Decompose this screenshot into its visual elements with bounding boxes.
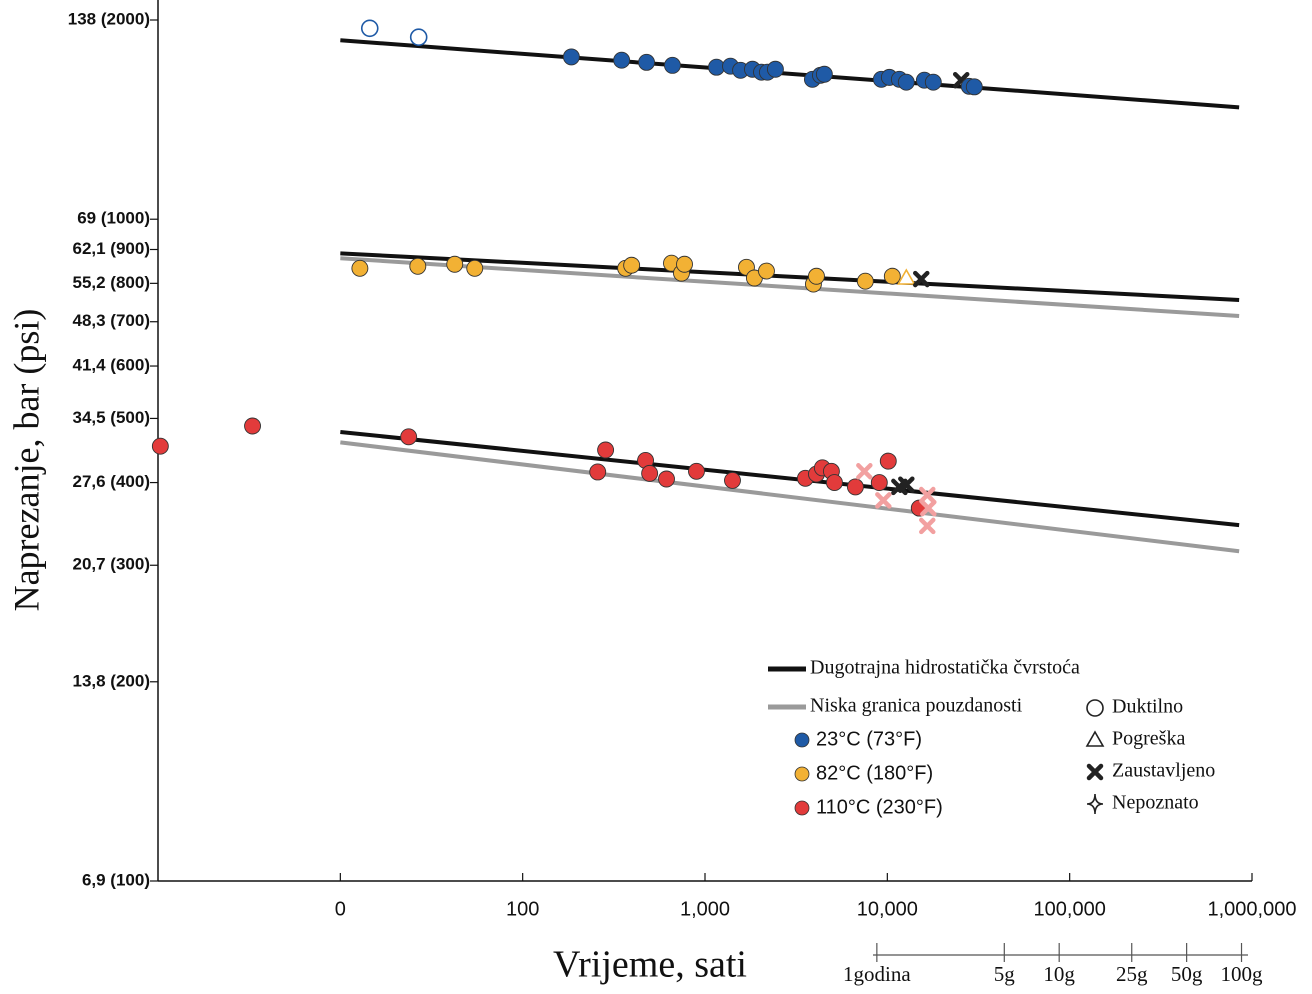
legend-label: Zaustavljeno	[1112, 760, 1215, 782]
data-point	[815, 65, 833, 83]
years-tick-label: 25g	[1116, 962, 1148, 986]
data-point	[896, 268, 916, 285]
data-point	[825, 474, 843, 492]
data-point	[856, 272, 874, 290]
data-point	[244, 417, 261, 435]
data-point	[856, 463, 873, 480]
data-point	[400, 428, 418, 446]
y-tick-label: 62,1 (900)	[73, 239, 151, 258]
legend-label: 82°C (180°F)	[816, 762, 933, 784]
data-point	[409, 257, 427, 275]
data-point	[623, 256, 641, 274]
y-axis-label: Naprezanje, bar (psi)	[6, 309, 46, 612]
fit-line	[340, 429, 1240, 528]
legend-label: 23°C (73°F)	[816, 728, 922, 750]
data-point	[613, 51, 631, 69]
legend-label: 110°C (230°F)	[816, 796, 943, 818]
data-point	[664, 56, 681, 74]
data-point	[897, 73, 915, 91]
x-tick-label: 100	[506, 898, 539, 920]
legend-swatch	[794, 732, 810, 748]
y-tick-label: 48,3 (700)	[73, 311, 151, 330]
y-tick-label: 138 (2000)	[68, 9, 150, 28]
data-point	[724, 471, 741, 489]
x-axis-label: Vrijeme, sati	[553, 944, 747, 986]
data-point	[641, 464, 659, 482]
data-point	[597, 441, 615, 459]
legend-symbol	[1085, 730, 1105, 747]
data-point	[846, 478, 864, 496]
data-point	[965, 78, 983, 96]
years-tick-label: 100g	[1221, 962, 1264, 986]
legend-swatch	[794, 766, 810, 782]
legend-label: Niska granica pouzdanosti	[810, 695, 1023, 717]
years-tick-label: 5g	[994, 962, 1016, 986]
y-tick-label: 27,6 (400)	[73, 472, 151, 491]
fit-line	[340, 440, 1240, 554]
fit-line	[340, 256, 1240, 319]
data-point	[920, 499, 937, 517]
legend-swatch	[794, 800, 810, 816]
data-point	[875, 492, 892, 509]
x-tick-label: 100,000	[1034, 898, 1106, 920]
data-point	[919, 486, 936, 504]
data-point	[676, 255, 693, 273]
data-point	[562, 48, 580, 66]
data-point	[924, 73, 942, 91]
legend-label: Duktilno	[1112, 696, 1183, 718]
data-point	[409, 28, 428, 46]
data-point	[766, 60, 784, 78]
x-tick-label: 10,000	[857, 898, 918, 920]
data-point	[883, 267, 901, 285]
y-tick-label: 34,5 (500)	[73, 408, 151, 427]
y-tick-label: 6,9 (100)	[82, 870, 150, 889]
data-point	[688, 462, 705, 480]
data-point	[898, 476, 915, 493]
data-point	[919, 517, 936, 535]
data-point	[466, 259, 484, 277]
data-point	[351, 259, 369, 277]
data-point	[360, 19, 379, 38]
data-point	[638, 53, 655, 71]
x-tick-label: 1,000	[680, 898, 730, 920]
x-tick-label: 0	[335, 898, 346, 920]
legend-label: Pogreška	[1112, 728, 1185, 750]
data-point	[913, 270, 930, 288]
years-tick-label: 10g	[1043, 962, 1075, 986]
y-tick-label: 20,7 (300)	[73, 555, 151, 574]
data-point	[151, 437, 169, 455]
data-point	[870, 474, 888, 492]
data-point	[658, 470, 675, 488]
data-point	[758, 262, 775, 280]
legend-symbol	[1086, 699, 1104, 717]
data-point	[808, 267, 825, 285]
legend-label: Nepoznato	[1112, 792, 1199, 814]
fit-line	[340, 251, 1240, 302]
fit-line	[340, 38, 1240, 110]
y-tick-label: 41,4 (600)	[73, 356, 151, 375]
years-tick-label: 1godina	[843, 962, 911, 986]
y-tick-label: 69 (1000)	[77, 209, 150, 228]
y-tick-label: 13,8 (200)	[73, 671, 151, 690]
legend-symbol	[1086, 793, 1104, 815]
legend-label: Dugotrajna hidrostatička čvrstoća	[810, 657, 1080, 679]
data-point	[589, 463, 607, 481]
data-point	[708, 58, 725, 76]
years-tick-label: 50g	[1171, 962, 1203, 986]
y-tick-label: 55,2 (800)	[73, 273, 151, 292]
data-point	[879, 452, 897, 470]
legend-symbol	[1086, 763, 1104, 781]
data-point	[446, 255, 464, 273]
x-tick-label: 1,000,000	[1208, 898, 1297, 920]
